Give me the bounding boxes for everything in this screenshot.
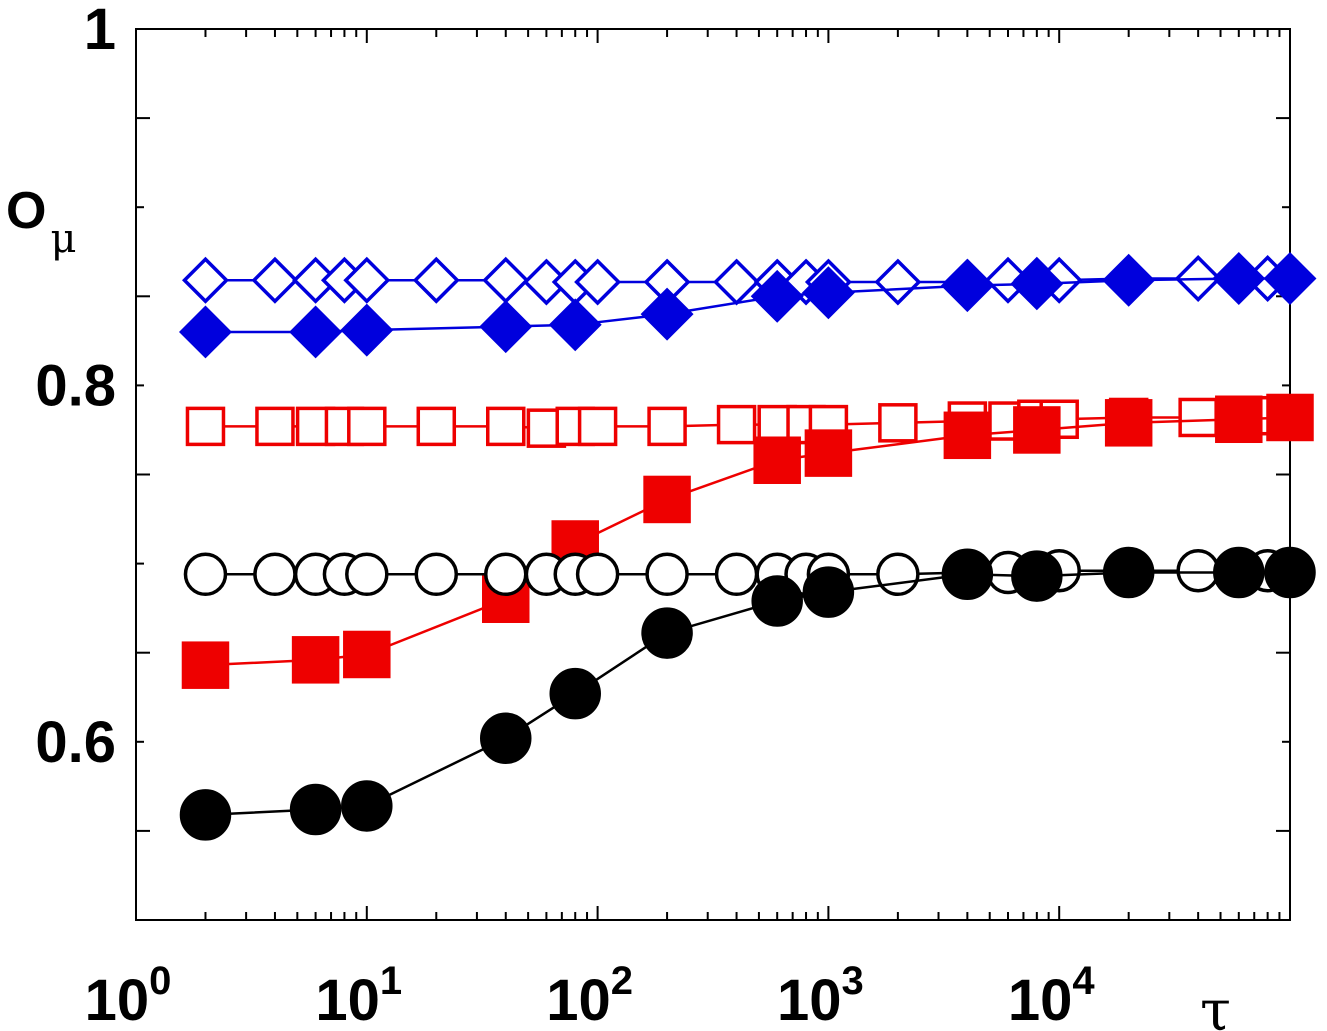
series-circle-open (183, 548, 1312, 597)
x-tick-label: 102 (546, 959, 633, 1031)
data-point (1104, 399, 1153, 447)
data-point (878, 403, 918, 443)
data-point (179, 305, 232, 359)
y-axis-label-subscript: μ (50, 216, 76, 262)
axis-tick-labels: 0.6 0.8 1 100 101 102 103 104 (35, 0, 1095, 1031)
data-point (416, 406, 457, 447)
data-point (345, 552, 389, 597)
data-point (340, 303, 394, 357)
x-tick-label: 101 (315, 959, 402, 1031)
data-point (753, 436, 801, 484)
data-point (414, 552, 459, 597)
series-square-filled (181, 393, 1314, 689)
data-point (716, 404, 757, 445)
data-point (1102, 253, 1156, 307)
data-point (479, 300, 533, 354)
data-point (645, 552, 689, 597)
data-point (1011, 550, 1063, 602)
data-point (641, 607, 693, 659)
data-point (804, 429, 853, 477)
data-point (1263, 252, 1317, 305)
data-point (1176, 548, 1220, 593)
data-point (343, 256, 391, 304)
data-point (802, 566, 855, 618)
data-point (1102, 546, 1155, 599)
data-point (714, 552, 759, 597)
data-point (941, 548, 994, 601)
data-point (179, 789, 232, 841)
data-point (482, 256, 530, 304)
x-tick-label: 103 (777, 959, 864, 1031)
series-diamond-filled (179, 252, 1317, 359)
data-point (251, 256, 299, 304)
data-point (1213, 546, 1265, 599)
data-point (1215, 395, 1263, 444)
data-point (647, 406, 687, 447)
data-point (1212, 252, 1266, 305)
data-point (876, 552, 920, 597)
data-point (289, 783, 342, 836)
data-point (185, 406, 226, 447)
data-point (1013, 406, 1061, 454)
axis-ticks (136, 29, 1290, 920)
data-point (750, 269, 804, 323)
data-point (643, 475, 691, 524)
data-point (575, 552, 620, 597)
data-point (801, 266, 855, 320)
x-tick-label: 100 (85, 959, 172, 1031)
series-circle-filled (179, 546, 1316, 841)
data-point (1264, 546, 1316, 599)
data-point (182, 256, 229, 304)
data-point (574, 258, 622, 306)
data-point (347, 406, 387, 447)
x-tick-label: 104 (1008, 959, 1096, 1031)
data-point (1178, 397, 1218, 438)
data-point (751, 575, 803, 627)
data-point (1266, 393, 1314, 442)
data-point (1010, 257, 1064, 311)
data-point (181, 641, 230, 689)
data-point (412, 256, 460, 304)
data-point (255, 406, 295, 447)
data-point (341, 780, 393, 832)
x-axis-label: τ (1200, 979, 1231, 1031)
series-line (205, 571, 1290, 817)
data-point (577, 406, 618, 447)
series-line (205, 416, 1291, 667)
data-point (253, 552, 297, 597)
data-point (548, 298, 602, 352)
data-point (289, 305, 343, 359)
data-point (183, 552, 228, 597)
y-tick-label: 0.8 (35, 353, 116, 418)
y-axis-label-main: O (6, 182, 46, 240)
data-point (291, 636, 340, 684)
data-point (484, 552, 528, 597)
data-point (943, 411, 992, 460)
data-point (874, 258, 922, 306)
data-point (486, 406, 526, 447)
data-point (480, 712, 532, 764)
data-point (640, 287, 694, 341)
y-tick-label: 0.6 (35, 710, 116, 775)
data-point (940, 259, 994, 313)
y-tick-label: 1 (84, 0, 116, 62)
data-point (343, 630, 391, 679)
series-layer (179, 252, 1317, 841)
data-point (549, 667, 601, 720)
